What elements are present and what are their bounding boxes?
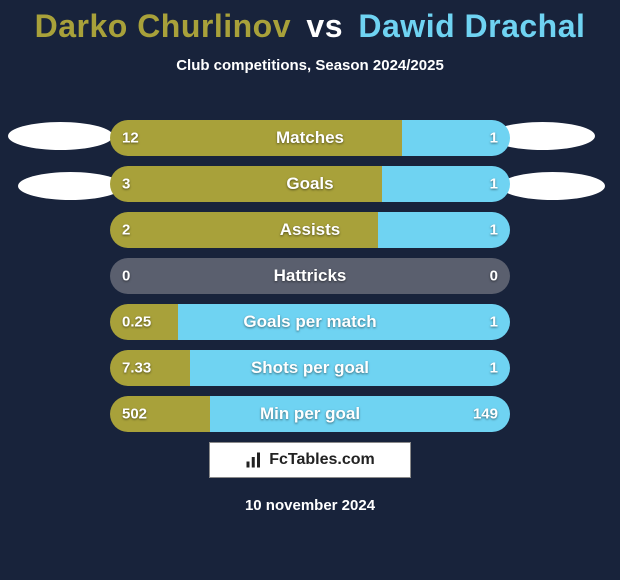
player2-name: Dawid Drachal xyxy=(358,8,585,44)
stat-label: Min per goal xyxy=(260,404,360,424)
comparison-date: 10 november 2024 xyxy=(0,497,620,514)
stat-label: Goals xyxy=(286,174,333,194)
stat-row: 0 0 Hattricks xyxy=(110,258,510,294)
stat-row: 0.25 1 Goals per match xyxy=(110,304,510,340)
stat-row: 502 149 Min per goal xyxy=(110,396,510,432)
stat-left-value: 0.25 xyxy=(122,314,151,331)
stat-left-value: 502 xyxy=(122,406,147,423)
stat-label: Goals per match xyxy=(243,312,376,332)
stat-row: 3 1 Goals xyxy=(110,166,510,202)
stat-left-value: 7.33 xyxy=(122,360,151,377)
club-logo-oval xyxy=(18,172,123,200)
comparison-title: Darko Churlinov vs Dawid Drachal xyxy=(0,0,620,45)
stat-right-value: 1 xyxy=(490,314,498,331)
stat-left-value: 2 xyxy=(122,222,130,239)
stat-right-value: 149 xyxy=(473,406,498,423)
stat-label: Hattricks xyxy=(274,266,347,286)
stat-row: 7.33 1 Shots per goal xyxy=(110,350,510,386)
player1-name: Darko Churlinov xyxy=(35,8,291,44)
bar-left-fill xyxy=(110,120,402,156)
stat-label: Assists xyxy=(280,220,340,240)
stat-right-value: 1 xyxy=(490,176,498,193)
stat-label: Matches xyxy=(276,128,344,148)
chart-icon xyxy=(245,451,263,469)
subtitle: Club competitions, Season 2024/2025 xyxy=(0,57,620,74)
stat-right-value: 1 xyxy=(490,360,498,377)
stat-label: Shots per goal xyxy=(251,358,369,378)
stats-bars: 12 1 Matches 3 1 Goals 2 1 Assists 0 0 Hattricks 0.2… xyxy=(110,120,510,442)
stat-left-value: 3 xyxy=(122,176,130,193)
stat-left-value: 12 xyxy=(122,130,139,147)
club-logo-oval xyxy=(8,122,113,150)
vs-text: vs xyxy=(306,8,343,44)
stat-left-value: 0 xyxy=(122,268,130,285)
stat-right-value: 1 xyxy=(490,222,498,239)
stat-row: 12 1 Matches xyxy=(110,120,510,156)
bar-left-fill xyxy=(110,166,382,202)
stat-row: 2 1 Assists xyxy=(110,212,510,248)
stat-right-value: 0 xyxy=(490,268,498,285)
club-logo-oval xyxy=(500,172,605,200)
stat-right-value: 1 xyxy=(490,130,498,147)
watermark-text: FcTables.com xyxy=(269,451,375,469)
fctables-watermark: FcTables.com xyxy=(209,442,411,478)
